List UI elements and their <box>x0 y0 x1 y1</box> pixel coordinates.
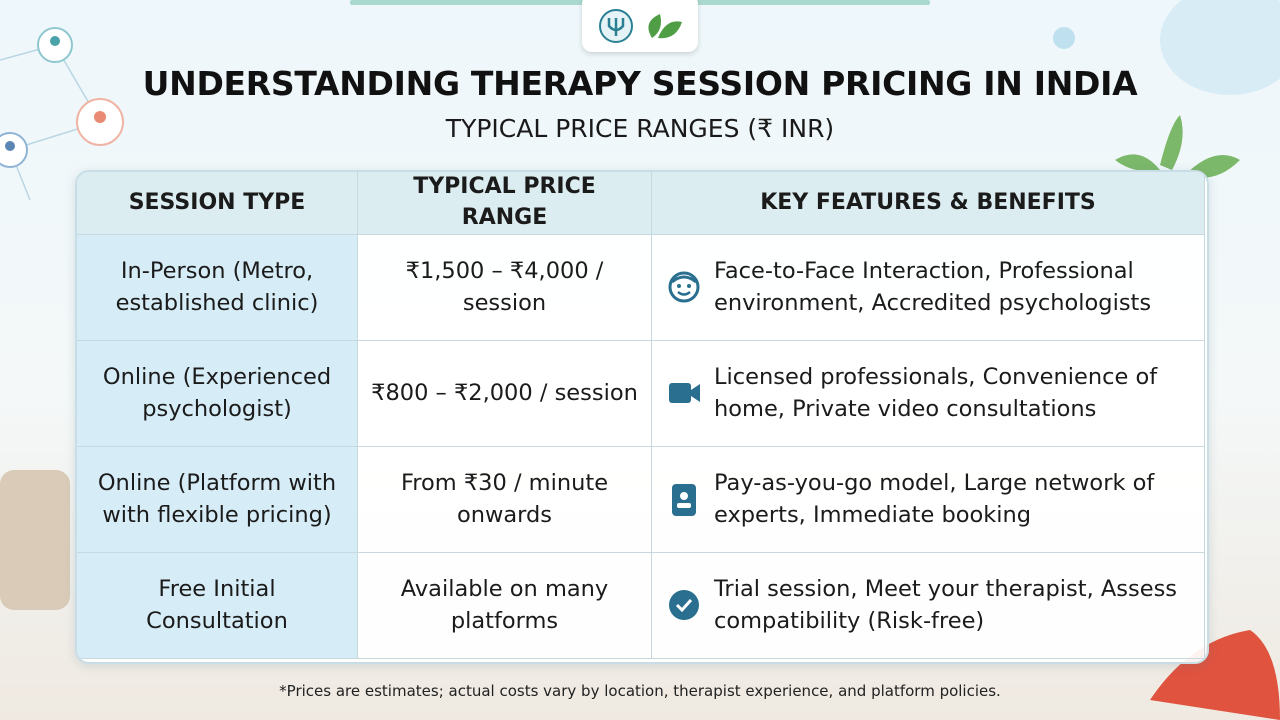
logo-badge <box>582 0 698 52</box>
header-cell: SESSION TYPE <box>77 172 358 235</box>
feature-icon <box>672 484 696 516</box>
feature-icon <box>668 271 700 303</box>
header-cell-text: TYPICAL PRICE RANGE <box>413 174 596 230</box>
header-cell: TYPICAL PRICE RANGE <box>358 172 652 235</box>
table-cell: Online (Experienced psychologist) <box>77 341 358 447</box>
header-cell-text: SESSION TYPE <box>128 189 306 215</box>
header-cell-text: KEY FEATURES & BENEFITS <box>760 189 1096 215</box>
table-cell-text: Available on many platforms <box>400 576 609 634</box>
feature-cell: Face-to-Face Interaction, Professional e… <box>652 235 1205 341</box>
table-cell-text: Online (Platform with with flexible pric… <box>97 470 337 528</box>
logo-icons <box>599 9 682 43</box>
table-cell: ₹1,500 – ₹4,000 / session <box>358 235 652 341</box>
feature-cell: Pay-as-you-go model, Large network of ex… <box>652 447 1205 553</box>
table-cell: Free Initial Consultation <box>77 553 358 659</box>
feature-icon <box>669 590 699 620</box>
table-cell: From ₹30 / minute onwards <box>358 447 652 553</box>
table-cell-text: In-Person (Metro, established clinic) <box>115 258 319 316</box>
pricing-table: SESSION TYPE TYPICAL PRICE RANGE KEY FEATU… <box>75 170 1209 664</box>
feature-cell: Trial session, Meet your therapist, Asse… <box>652 553 1205 659</box>
feature-icon <box>669 383 700 403</box>
subtitle: TYPICAL PRICE RANGES (₹ INR) <box>445 114 835 143</box>
feature-cell: Licensed professionals, Convenience of h… <box>652 341 1205 447</box>
table-cell: In-Person (Metro, established clinic) <box>77 235 358 341</box>
table-cell: Online (Platform with with flexible pric… <box>77 447 358 553</box>
table-cell: ₹800 – ₹2,000 / session <box>358 341 652 447</box>
table-cell-text: ₹1,500 – ₹4,000 / session <box>405 258 604 316</box>
feature-cell-text: Trial session, Meet your therapist, Asse… <box>714 576 1178 634</box>
footnote: *Prices are estimates; actual costs vary… <box>279 682 1001 700</box>
table-cell-text: ₹800 – ₹2,000 / session <box>371 379 638 406</box>
feature-cell-text: Pay-as-you-go model, Large network of ex… <box>714 470 1155 528</box>
header-cell: KEY FEATURES & BENEFITS <box>652 172 1205 235</box>
table-cell: Available on many platforms <box>358 553 652 659</box>
table-cell-text: From ₹30 / minute onwards <box>400 470 609 528</box>
table-cell-text: Free Initial Consultation <box>146 576 288 634</box>
feature-cell-text: Face-to-Face Interaction, Professional e… <box>714 258 1152 316</box>
table-cell-text: Online (Experienced psychologist) <box>102 364 332 422</box>
feature-cell-text: Licensed professionals, Convenience of h… <box>714 364 1158 422</box>
title: UNDERSTANDING THERAPY SESSION PRICING IN… <box>142 64 1138 103</box>
